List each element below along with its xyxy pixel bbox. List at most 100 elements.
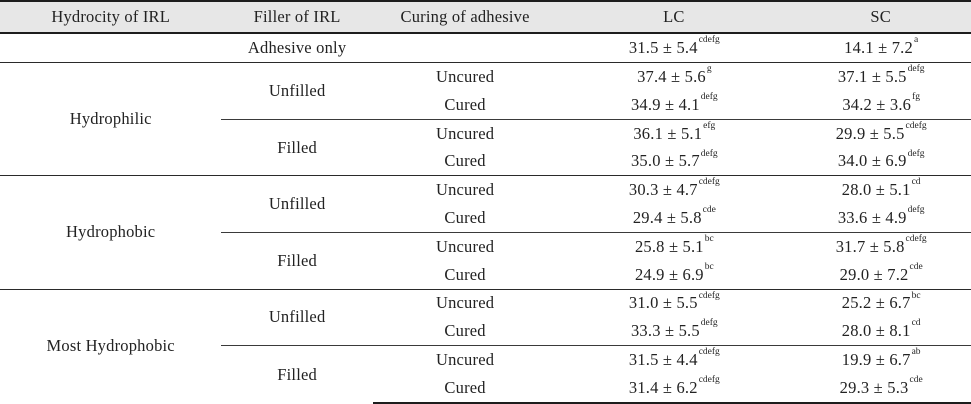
sc-value: 33.6 ± 4.9 (837, 208, 907, 228)
col-header-curing: Curing of adhesive (372, 0, 558, 34)
lc-value: 33.3 ± 5.5 (630, 321, 700, 341)
table-row: Filled Uncured 31.5 ± 4.4cdefg 19.9 ± 6.… (0, 345, 971, 403)
sc-value: 37.1 ± 5.5 (837, 67, 907, 87)
sc-value-cell: 34.0 ± 6.9defg (790, 148, 971, 176)
lc-value-cell: 37.4 ± 5.6g (557, 62, 791, 91)
stat-group-superscript: a (913, 35, 919, 46)
sc-value-cell: 31.7 ± 5.8cdefg (790, 231, 971, 261)
stat-group-superscript: g (706, 64, 712, 75)
stat-group-superscript: defg (907, 64, 925, 75)
stat-group-superscript: cde (702, 205, 716, 216)
stat-group-superscript: fg (912, 92, 921, 103)
sc-value: 19.9 ± 6.7 (841, 350, 911, 370)
stat-group-superscript: bc (704, 234, 714, 245)
filler-cell: Filled (221, 345, 373, 403)
table-row: Cured 29.4 ± 5.8cde 33.6 ± 4.9defg (0, 204, 971, 232)
lc-value-cell: 31.0 ± 5.5cdefg (557, 288, 791, 318)
table-row: Most Hydrophobic Unfilled Uncured 31.0 ±… (0, 288, 971, 403)
lc-value-cell: 31.4 ± 6.2cdefg (557, 373, 791, 404)
filler-cell: Unfilled (221, 175, 373, 233)
sc-value-cell: 33.6 ± 4.9defg (790, 204, 971, 232)
col-header-lc: LC (557, 0, 791, 34)
stat-group-superscript: cd (911, 318, 921, 329)
sc-value-cell: 29.0 ± 7.2cde (790, 261, 971, 289)
stat-group-superscript: defg (700, 92, 718, 103)
stat-group-superscript: defg (700, 148, 718, 159)
stat-group-superscript: cde (909, 261, 923, 272)
lc-value: 30.3 ± 4.7 (628, 180, 698, 200)
lc-value-cell: 30.3 ± 4.7cdefg (557, 175, 791, 205)
stat-group-superscript: cdefg (698, 35, 720, 46)
lc-value-cell: 35.0 ± 5.7defg (557, 148, 790, 176)
hydrocity-cell: Hydrophobic (0, 175, 222, 290)
curing-cell: Uncured (372, 175, 558, 205)
table-row: Cured 34.9 ± 4.1defg 34.2 ± 3.6fg (0, 91, 971, 119)
curing-cell: Uncured (372, 118, 558, 148)
table-row: Cured 33.3 ± 5.5defg 28.0 ± 8.1cd (0, 317, 971, 345)
stat-group-superscript: cdefg (905, 234, 927, 245)
curing-cell: Cured (444, 94, 486, 114)
sc-value: 29.9 ± 5.5 (835, 123, 905, 143)
table-row: Hydrophobic Unfilled Uncured 30.3 ± 4.7c… (0, 175, 971, 290)
lc-value: 31.0 ± 5.5 (628, 293, 698, 313)
lc-value: 31.5 ± 4.4 (628, 350, 698, 370)
hydrocity-cell-empty (0, 33, 221, 63)
lc-value: 31.4 ± 6.2 (628, 377, 698, 397)
curing-cell: Uncured (372, 231, 558, 261)
table-row: Cured 24.9 ± 6.9bc 29.0 ± 7.2cde (0, 261, 971, 289)
lc-value: 36.1 ± 5.1 (633, 123, 703, 143)
lc-value: 29.4 ± 5.8 (632, 208, 702, 228)
sc-value: 29.0 ± 7.2 (839, 264, 909, 284)
col-header-sc: SC (790, 0, 971, 34)
sc-value-cell: 14.1 ± 7.2a (790, 33, 971, 63)
sc-value-cell: 28.0 ± 8.1cd (790, 317, 971, 345)
hydrocity-cell: Hydrophilic (0, 62, 222, 176)
lc-value: 37.4 ± 5.6 (637, 67, 706, 87)
stat-group-superscript: cdefg (698, 290, 720, 301)
table-row: Cured 31.4 ± 6.2cdefg 29.3 ± 5.3cde (0, 373, 971, 404)
sc-value: 25.2 ± 6.7 (841, 293, 911, 313)
table-row: Filled Uncured 25.8 ± 5.1bc 31.7 ± 5.8cd… (0, 231, 971, 290)
curing-cell: Uncured (372, 62, 558, 91)
sc-value: 14.1 ± 7.2 (844, 38, 913, 58)
stat-group-superscript: cdefg (698, 177, 720, 188)
lc-value-cell: 31.5 ± 4.4cdefg (557, 345, 791, 374)
sc-value: 29.3 ± 5.3 (839, 377, 909, 397)
lc-value-cell: 24.9 ± 6.9bc (557, 261, 790, 289)
curing-cell: Cured (444, 151, 486, 171)
stat-group-superscript: defg (700, 318, 718, 329)
sc-value-cell: 34.2 ± 3.6fg (790, 91, 971, 119)
stat-group-superscript: efg (703, 120, 716, 131)
filler-cell: Adhesive only (247, 38, 347, 58)
lc-value: 34.9 ± 4.1 (630, 94, 700, 114)
stat-group-superscript: bc (704, 261, 714, 272)
table-row: Filled Uncured 36.1 ± 5.1efg 29.9 ± 5.5c… (0, 118, 971, 176)
lc-value: 31.5 ± 5.4 (628, 38, 698, 58)
sc-value: 31.7 ± 5.8 (835, 236, 905, 256)
sc-value-cell: 19.9 ± 6.7ab (790, 345, 971, 374)
stat-group-superscript: cdefg (698, 375, 720, 386)
col-header-filler: Filler of IRL (221, 0, 373, 34)
stat-group-superscript: cd (911, 177, 921, 188)
lc-value: 25.8 ± 5.1 (634, 236, 704, 256)
sc-value-cell: 37.1 ± 5.5defg (790, 62, 971, 91)
sc-value-cell: 29.3 ± 5.3cde (790, 373, 971, 404)
stat-group-superscript: bc (911, 290, 921, 301)
table-row-adhesive-only: Adhesive only 31.5 ± 5.4cdefg 14.1 ± 7.2… (0, 33, 971, 63)
sc-value: 28.0 ± 8.1 (841, 321, 911, 341)
sc-value-cell: 28.0 ± 5.1cd (790, 175, 971, 205)
sc-value: 34.2 ± 3.6 (842, 94, 912, 114)
lc-value: 35.0 ± 5.7 (630, 151, 700, 171)
sc-value: 28.0 ± 5.1 (841, 180, 911, 200)
lc-value-cell: 25.8 ± 5.1bc (557, 231, 791, 261)
filler-cell: Unfilled (221, 62, 373, 120)
hydrocity-cell: Most Hydrophobic (0, 288, 222, 403)
curing-cell: Cured (444, 264, 486, 284)
curing-cell: Cured (444, 208, 486, 228)
table-row: Hydrophilic Unfilled Uncured 37.4 ± 5.6g… (0, 62, 971, 176)
filler-cell: Unfilled (221, 288, 373, 346)
table-row: Cured 35.0 ± 5.7defg 34.0 ± 6.9defg (0, 148, 971, 176)
curing-cell: Uncured (372, 288, 558, 318)
